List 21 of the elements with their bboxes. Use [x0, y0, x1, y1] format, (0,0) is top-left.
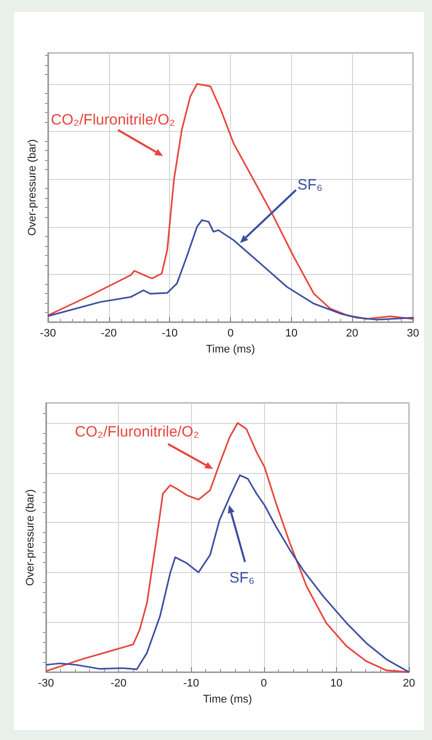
- series-label: CO₂/Fluronitrile/O₂: [50, 112, 176, 128]
- x-tick-label: 20: [346, 328, 358, 340]
- x-tick-label: -20: [110, 678, 127, 690]
- x-tick-label: -20: [100, 328, 117, 340]
- x-tick-label: 20: [402, 678, 416, 690]
- x-axis-title: Time (ms): [202, 694, 252, 706]
- x-tick-label: 0: [227, 328, 234, 340]
- x-tick-label: 0: [260, 678, 267, 690]
- series-label: SF₆: [229, 570, 255, 586]
- x-tick-label: 30: [406, 328, 420, 340]
- text: SF₆: [297, 176, 323, 194]
- x-tick-label: -30: [38, 678, 54, 690]
- x-tick-label: 10: [285, 328, 298, 340]
- x-tick-label: 10: [330, 678, 343, 690]
- x-tick-label: -30: [40, 328, 56, 340]
- series-label: CO₂/Fluronitrile/O₂: [74, 424, 200, 440]
- x-tick-label: -10: [183, 678, 200, 690]
- y-axis-title: Over-pressure (bar): [26, 139, 38, 236]
- x-axis-title: Time (ms): [206, 343, 256, 356]
- x-tick-label: -10: [162, 328, 178, 340]
- y-axis-title: Over-pressure (bar): [24, 489, 36, 586]
